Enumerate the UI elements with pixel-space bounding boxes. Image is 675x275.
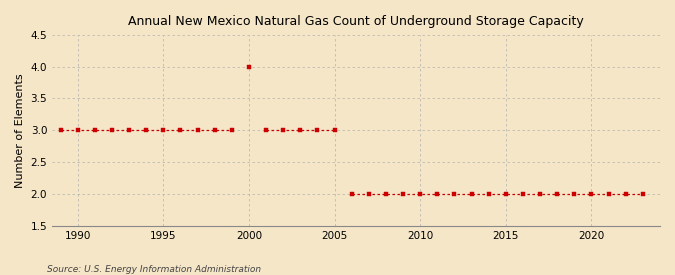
Title: Annual New Mexico Natural Gas Count of Underground Storage Capacity: Annual New Mexico Natural Gas Count of U…: [128, 15, 584, 28]
Text: Source: U.S. Energy Information Administration: Source: U.S. Energy Information Administ…: [47, 265, 261, 274]
Y-axis label: Number of Elements: Number of Elements: [15, 73, 25, 188]
